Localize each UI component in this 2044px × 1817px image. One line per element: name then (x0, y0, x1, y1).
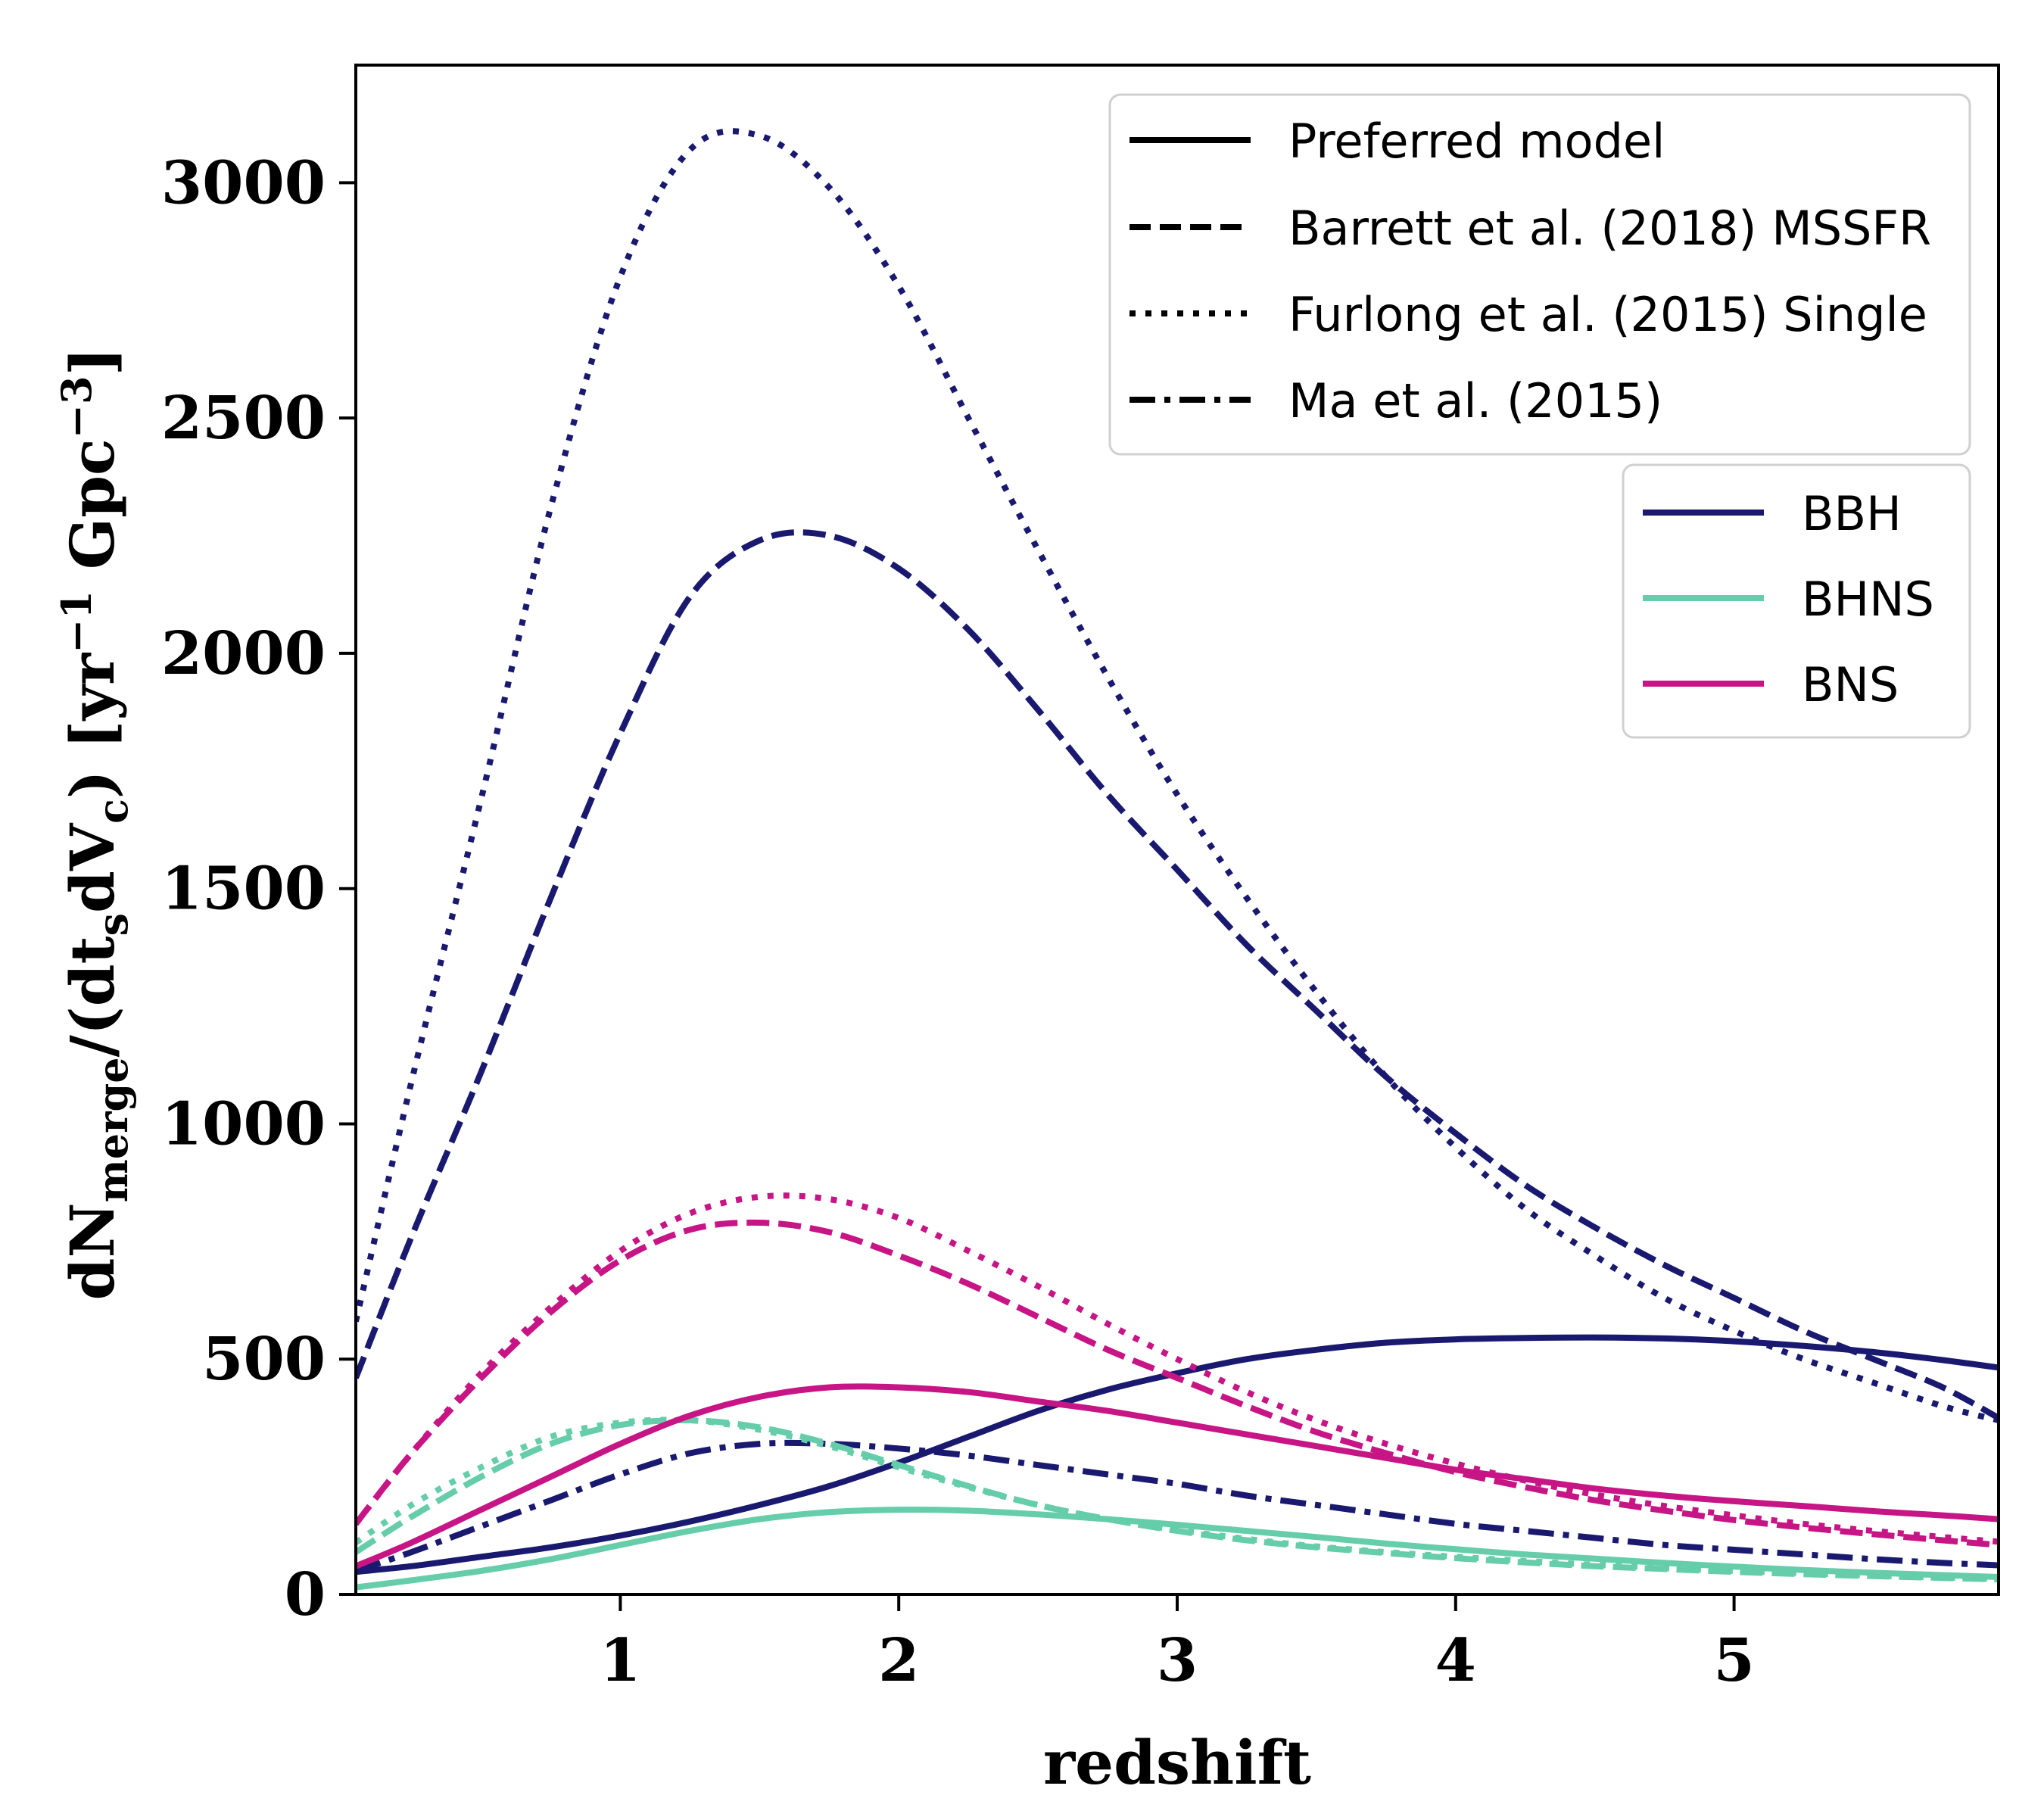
y-label-mid2: dV (57, 822, 128, 913)
y-tick-label: 1000 (161, 1089, 326, 1158)
x-tick-label: 5 (1713, 1626, 1754, 1695)
series-bbh-dotted (356, 128, 1999, 1423)
legend-merger-types: BBH BHNS BNS (1622, 463, 1971, 739)
legend-line-styles: Preferred model Barrett et al. (2018) MS… (1108, 93, 1971, 456)
y-tick-label: 1500 (161, 855, 326, 924)
y-label-post2: Gpc (57, 438, 128, 591)
legend-styles-box (1108, 93, 1971, 456)
y-label-mid: /(dt (57, 936, 128, 1057)
y-label-pre: dN (57, 1202, 128, 1300)
y-tick-label: 2000 (161, 619, 326, 688)
y-tick-label: 2500 (161, 384, 326, 453)
y-label-sup-1: −1 (52, 591, 101, 653)
y-label-sup-3: −3 (52, 376, 101, 438)
series-bbh-solid (356, 1334, 1999, 1575)
series-bbh-dashdot (356, 1439, 1999, 1574)
y-label-post3: ] (57, 348, 128, 376)
legend-solid-label: Preferred model (1288, 114, 1665, 169)
y-label-post1: ) [yr (57, 653, 128, 799)
series-bhns-solid (356, 1507, 1999, 1591)
series-bns-solid (356, 1383, 1999, 1569)
legend-bbh-label: BBH (1802, 486, 1902, 541)
y-tick-label: 500 (202, 1325, 326, 1394)
series-bhns-dotted (356, 1417, 1999, 1582)
series-bns-dotted (356, 1192, 1999, 1545)
legend-dashed-label: Barrett et al. (2018) MSSFR (1288, 201, 1931, 256)
x-tick-label: 2 (878, 1626, 919, 1695)
y-label-sub-s: s (89, 913, 137, 936)
series-bbh-dashed (356, 529, 1999, 1421)
y-tick-label: 0 (285, 1560, 326, 1629)
y-tick-label: 3000 (161, 148, 326, 217)
y-axis-label: dNmerge/(dtsdVc) [yr−1 Gpc−3] (52, 348, 137, 1301)
series-layer (356, 128, 1999, 1591)
series-bns-dashed (356, 1219, 1999, 1548)
x-tick-label: 4 (1435, 1626, 1476, 1695)
legend-types-box (1622, 463, 1971, 739)
x-axis-label: redshift (1043, 1727, 1311, 1798)
legend-bhns-label: BHNS (1802, 572, 1934, 627)
y-label-sub-merge: merge (89, 1057, 137, 1202)
legend-bns-label: BNS (1802, 657, 1899, 712)
legend-dashdot-label: Ma et al. (2015) (1288, 373, 1662, 429)
x-tick-label: 3 (1157, 1626, 1198, 1695)
legend-dotted-label: Furlong et al. (2015) Single (1288, 287, 1927, 342)
y-label-sub-c: c (89, 799, 137, 824)
ticks-layer: 1 2 3 4 5 0 500 1000 1500 2000 2500 3000 (161, 148, 1755, 1695)
x-tick-label: 1 (600, 1626, 640, 1695)
